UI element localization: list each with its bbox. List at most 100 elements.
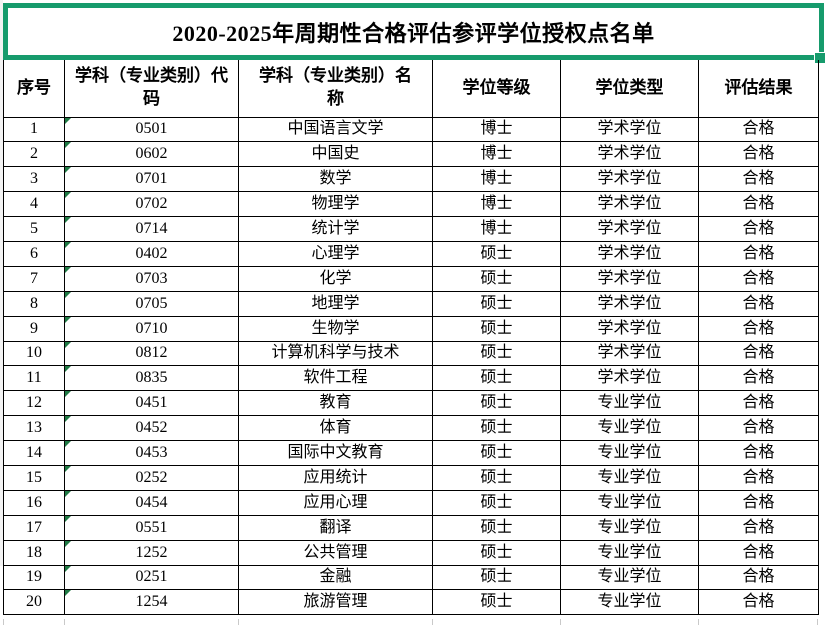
cell-name[interactable]: 翻译 (238, 514, 433, 541)
cell-level[interactable]: 硕士 (432, 589, 561, 616)
cell-serial[interactable]: 13 (3, 415, 65, 442)
cell-name[interactable]: 中国语言文学 (238, 116, 433, 143)
cell-serial[interactable]: 10 (3, 340, 65, 367)
cell-result[interactable]: 合格 (698, 216, 819, 242)
cell-serial[interactable]: 1 (3, 116, 65, 143)
cell-result[interactable]: 合格 (698, 489, 819, 516)
cell-result[interactable]: 合格 (698, 464, 819, 491)
cell-level[interactable]: 硕士 (432, 340, 561, 367)
cell-type[interactable]: 专业学位 (560, 539, 699, 566)
cell-code[interactable]: 0252 (64, 464, 239, 491)
cell-serial[interactable]: 16 (3, 489, 65, 516)
cell-name[interactable]: 软件工程 (238, 365, 433, 392)
cell-code[interactable]: 0602 (64, 141, 239, 168)
header-result[interactable]: 评估结果 (698, 60, 819, 118)
cell-serial[interactable]: 2 (3, 141, 65, 168)
cell-type[interactable]: 专业学位 (560, 589, 699, 616)
cell-type[interactable]: 专业学位 (560, 514, 699, 541)
cell-code[interactable]: 0453 (64, 440, 239, 466)
cell-serial[interactable]: 17 (3, 514, 65, 541)
cell-result[interactable]: 合格 (698, 589, 819, 616)
cell-name[interactable]: 体育 (238, 415, 433, 442)
cell-level[interactable]: 硕士 (432, 440, 561, 466)
cell-level[interactable]: 硕士 (432, 290, 561, 317)
cell-name[interactable]: 化学 (238, 265, 433, 292)
cell-type[interactable]: 学术学位 (560, 191, 699, 218)
cell-result[interactable]: 合格 (698, 290, 819, 317)
cell-name[interactable]: 心理学 (238, 240, 433, 267)
cell-code[interactable]: 1254 (64, 589, 239, 616)
cell-serial[interactable]: 12 (3, 390, 65, 417)
cell-name[interactable]: 金融 (238, 564, 433, 591)
cell-code[interactable]: 1252 (64, 539, 239, 566)
cell-result[interactable]: 合格 (698, 340, 819, 367)
cell-serial[interactable]: 6 (3, 240, 65, 267)
cell-code[interactable]: 0710 (64, 315, 239, 342)
title-cell[interactable]: 2020-2025年周期性合格评估参评学位授权点名单 (3, 3, 824, 60)
cell-serial[interactable]: 9 (3, 315, 65, 342)
cell-code[interactable]: 0402 (64, 240, 239, 267)
cell-level[interactable]: 博士 (432, 166, 561, 193)
cell-result[interactable]: 合格 (698, 514, 819, 541)
cell-serial[interactable]: 8 (3, 290, 65, 317)
cell-serial[interactable]: 18 (3, 539, 65, 566)
cell-level[interactable]: 硕士 (432, 489, 561, 516)
cell-code[interactable]: 0702 (64, 191, 239, 218)
cell-level[interactable]: 硕士 (432, 564, 561, 591)
cell-result[interactable]: 合格 (698, 365, 819, 392)
header-type[interactable]: 学位类型 (560, 60, 699, 118)
cell-result[interactable]: 合格 (698, 116, 819, 143)
cell-name[interactable]: 统计学 (238, 216, 433, 242)
cell-name[interactable]: 数学 (238, 166, 433, 193)
cell-level[interactable]: 硕士 (432, 390, 561, 417)
cell-code[interactable]: 0714 (64, 216, 239, 242)
cell-type[interactable]: 学术学位 (560, 315, 699, 342)
cell-serial[interactable]: 5 (3, 216, 65, 242)
cell-level[interactable]: 硕士 (432, 464, 561, 491)
cell-result[interactable]: 合格 (698, 315, 819, 342)
cell-serial[interactable]: 19 (3, 564, 65, 591)
cell-code[interactable]: 0454 (64, 489, 239, 516)
cell-type[interactable]: 专业学位 (560, 564, 699, 591)
cell-level[interactable]: 硕士 (432, 240, 561, 267)
cell-name[interactable]: 应用统计 (238, 464, 433, 491)
cell-serial[interactable]: 3 (3, 166, 65, 193)
header-level[interactable]: 学位等级 (432, 60, 561, 118)
cell-result[interactable]: 合格 (698, 440, 819, 466)
cell-result[interactable]: 合格 (698, 539, 819, 566)
cell-level[interactable]: 硕士 (432, 365, 561, 392)
cell-level[interactable]: 硕士 (432, 539, 561, 566)
cell-result[interactable]: 合格 (698, 240, 819, 267)
cell-name[interactable]: 计算机科学与技术 (238, 340, 433, 367)
cell-type[interactable]: 专业学位 (560, 489, 699, 516)
cell-serial[interactable]: 20 (3, 589, 65, 616)
cell-level[interactable]: 硕士 (432, 315, 561, 342)
cell-serial[interactable]: 7 (3, 265, 65, 292)
cell-type[interactable]: 专业学位 (560, 464, 699, 491)
cell-code[interactable]: 0501 (64, 116, 239, 143)
cell-code[interactable]: 0551 (64, 514, 239, 541)
cell-type[interactable]: 学术学位 (560, 365, 699, 392)
cell-serial[interactable]: 11 (3, 365, 65, 392)
cell-name[interactable]: 国际中文教育 (238, 440, 433, 466)
cell-level[interactable]: 硕士 (432, 265, 561, 292)
cell-name[interactable]: 生物学 (238, 315, 433, 342)
cell-type[interactable]: 学术学位 (560, 240, 699, 267)
cell-level[interactable]: 博士 (432, 191, 561, 218)
cell-type[interactable]: 学术学位 (560, 216, 699, 242)
cell-code[interactable]: 0812 (64, 340, 239, 367)
cell-code[interactable]: 0451 (64, 390, 239, 417)
cell-type[interactable]: 学术学位 (560, 265, 699, 292)
cell-name[interactable]: 旅游管理 (238, 589, 433, 616)
cell-type[interactable]: 专业学位 (560, 390, 699, 417)
cell-type[interactable]: 专业学位 (560, 415, 699, 442)
header-name[interactable]: 学科（专业类别）名 称 (238, 60, 433, 118)
cell-level[interactable]: 硕士 (432, 415, 561, 442)
cell-result[interactable]: 合格 (698, 415, 819, 442)
cell-type[interactable]: 学术学位 (560, 141, 699, 168)
cell-result[interactable]: 合格 (698, 141, 819, 168)
cell-type[interactable]: 学术学位 (560, 166, 699, 193)
cell-serial[interactable]: 4 (3, 191, 65, 218)
cell-type[interactable]: 学术学位 (560, 290, 699, 317)
cell-serial[interactable]: 15 (3, 464, 65, 491)
